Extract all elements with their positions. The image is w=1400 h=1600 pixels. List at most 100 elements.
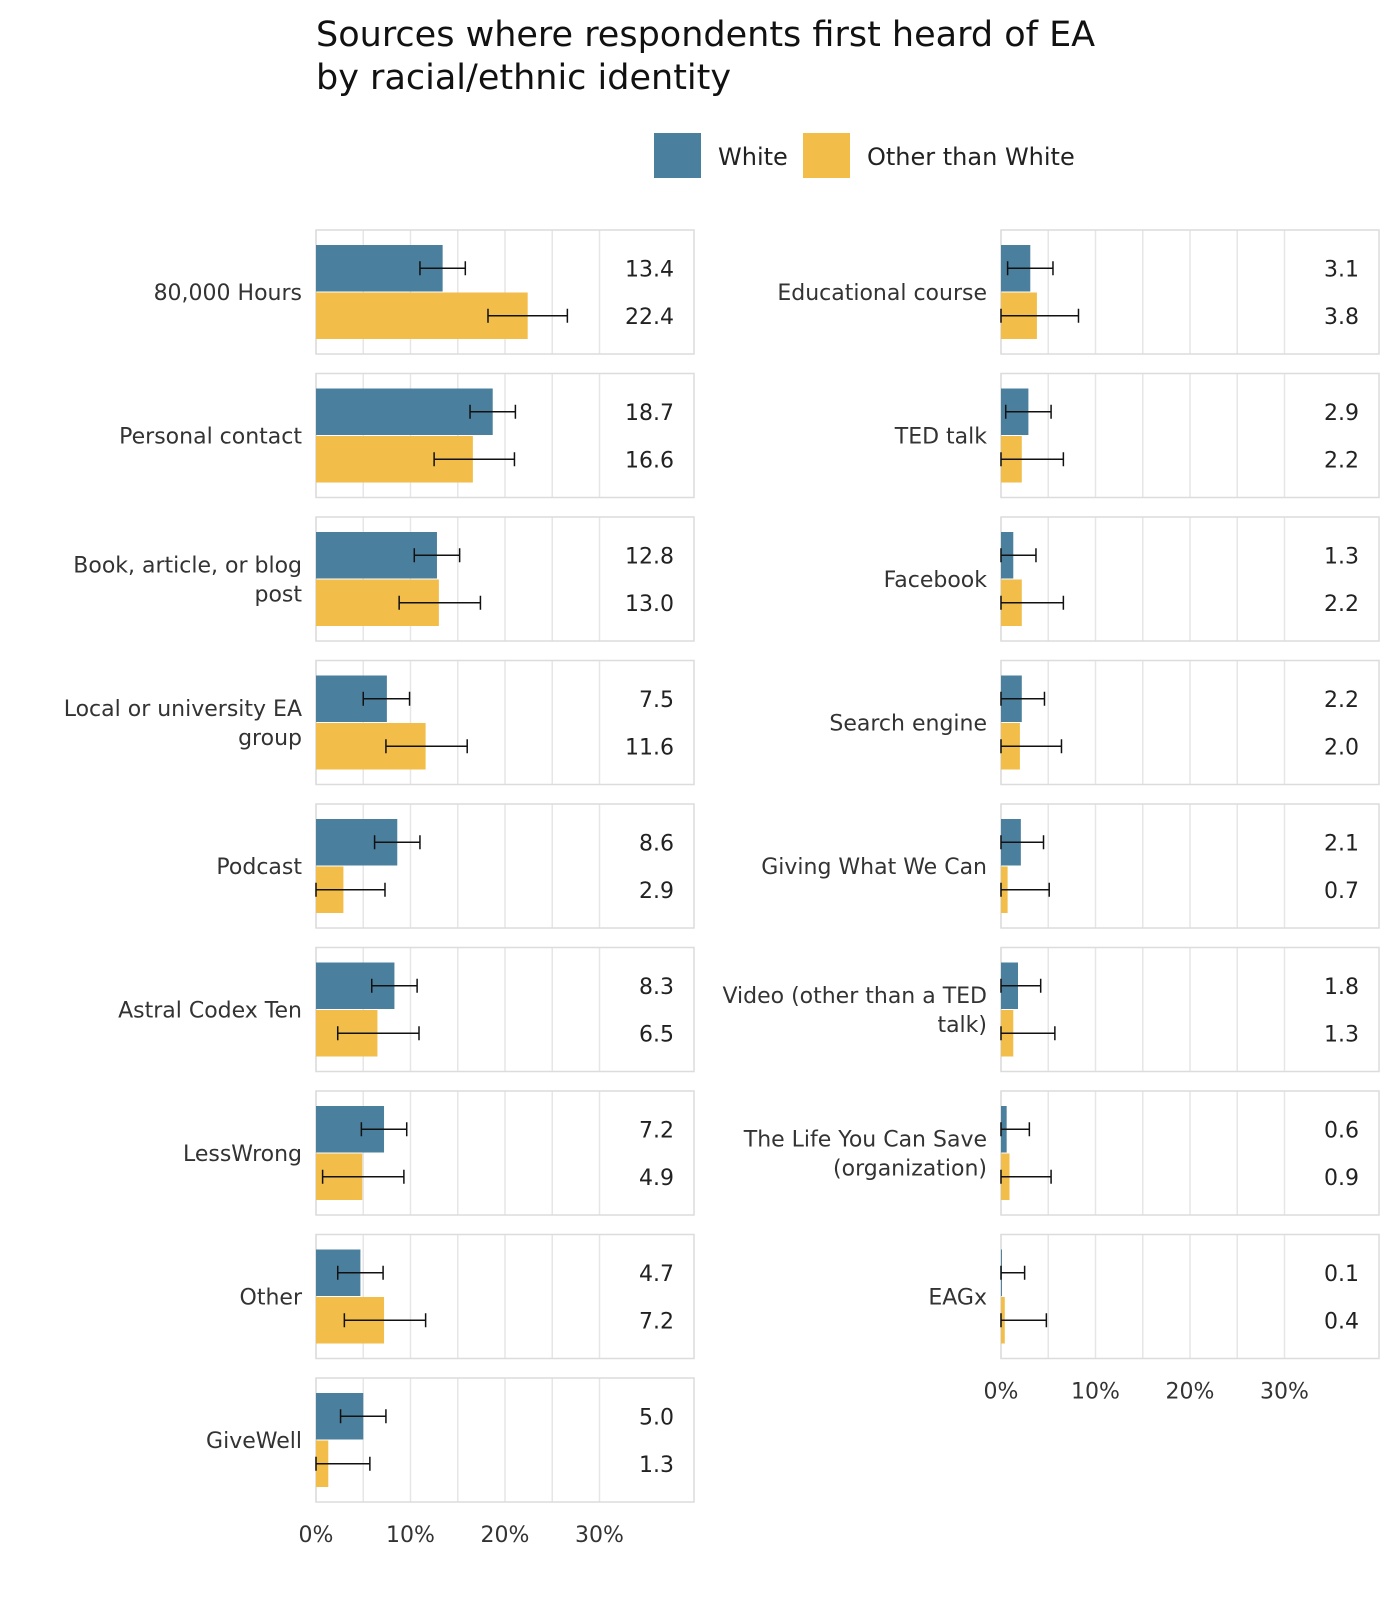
error-bar-white — [362, 691, 411, 706]
error-bar-white — [373, 835, 421, 850]
error-bar-other — [1000, 452, 1065, 467]
value-label-other: 1.3 — [1324, 1022, 1359, 1047]
panel: 0.1 0.4 EAGx — [928, 1233, 1380, 1360]
panel: 12.8 13.0 Book, article, or blog post — [73, 516, 695, 642]
value-label-white: 4.7 — [639, 1262, 674, 1287]
error-bar-white — [1000, 835, 1045, 850]
category-label: Search engine — [829, 712, 987, 737]
x-tick-label: 10% — [386, 1523, 435, 1548]
error-bar-white — [413, 548, 461, 563]
value-label-white: 7.5 — [639, 688, 674, 713]
error-bar-other — [343, 1313, 427, 1328]
error-bar-white — [1000, 691, 1046, 706]
value-label-white: 3.1 — [1324, 257, 1359, 282]
value-label-white: 0.6 — [1324, 1118, 1359, 1143]
error-bar-white — [469, 404, 517, 419]
panel-frame — [315, 372, 695, 499]
value-label-white: 1.3 — [1324, 544, 1359, 569]
panel: 4.7 7.2 Other — [240, 1233, 695, 1360]
error-bar-other — [487, 308, 569, 323]
value-label-white: 2.2 — [1324, 688, 1359, 713]
legend-swatch-other — [803, 133, 850, 178]
panel-frame — [315, 516, 695, 642]
error-bar-other — [1000, 1169, 1052, 1184]
value-label-white: 8.3 — [639, 975, 674, 1000]
panel-frame — [315, 1233, 695, 1360]
error-bar-white — [1000, 978, 1042, 993]
panel-frame — [315, 659, 695, 786]
error-bar-other — [336, 1026, 420, 1041]
panel-frame — [315, 1090, 695, 1216]
chart-title-line-1: Sources where respondents first heard of… — [316, 15, 1095, 55]
value-label-white: 18.7 — [625, 401, 674, 426]
value-label-other: 2.2 — [1324, 592, 1359, 617]
value-label-white: 2.1 — [1324, 831, 1359, 856]
value-label-other: 3.8 — [1324, 305, 1359, 330]
error-bar-other — [315, 1456, 371, 1471]
value-label-other: 16.6 — [625, 448, 674, 473]
legend-swatch-white — [654, 133, 701, 178]
category-label: Other — [240, 1286, 303, 1311]
error-bar-other — [1000, 1313, 1048, 1328]
error-bar-other — [315, 882, 386, 897]
value-label-other: 2.9 — [639, 879, 674, 904]
error-bar-other — [1000, 1026, 1056, 1041]
panel: 13.4 22.4 80,000 Hours — [154, 229, 695, 355]
category-label: Educational course — [777, 281, 987, 306]
panel-frame — [1000, 372, 1380, 499]
category-label: LessWrong — [183, 1142, 302, 1167]
value-label-other: 1.3 — [639, 1453, 674, 1478]
panel-frame — [315, 946, 695, 1073]
error-bar-white — [1006, 261, 1054, 276]
category-label: 80,000 Hours — [154, 281, 302, 306]
value-label-other: 2.0 — [1324, 735, 1359, 760]
panel-frame — [1000, 946, 1380, 1073]
error-bar-white — [1004, 404, 1052, 419]
value-label-other: 4.9 — [639, 1166, 674, 1191]
error-bar-other — [1000, 739, 1063, 754]
x-tick-label: 0% — [984, 1380, 1019, 1405]
value-label-white: 7.2 — [639, 1118, 674, 1143]
value-label-other: 0.4 — [1324, 1309, 1359, 1334]
value-label-other: 13.0 — [625, 592, 674, 617]
value-label-white: 2.9 — [1324, 401, 1359, 426]
panel-frame — [1000, 1090, 1380, 1216]
value-label-white: 13.4 — [625, 257, 674, 282]
panel: 7.2 4.9 LessWrong — [183, 1090, 695, 1216]
panel: 18.7 16.6 Personal contact — [119, 372, 695, 499]
x-tick-label: 20% — [1166, 1380, 1215, 1405]
category-label: The Life You Can Save (organization) — [743, 1128, 987, 1182]
panel: 2.2 2.0 Search engine — [829, 659, 1380, 786]
value-label-white: 0.1 — [1324, 1262, 1359, 1287]
legend-label-other: Other than White — [867, 143, 1075, 171]
error-bar-white — [1000, 1122, 1031, 1137]
category-label: Facebook — [884, 568, 988, 593]
error-bar-other — [398, 595, 482, 610]
panel: 5.0 1.3 GiveWell — [206, 1377, 695, 1503]
x-tick-label: 20% — [481, 1523, 530, 1548]
x-tick-label: 0% — [299, 1523, 334, 1548]
error-bar-white — [1000, 548, 1037, 563]
legend-label-white: White — [718, 143, 788, 171]
value-label-white: 12.8 — [625, 544, 674, 569]
value-label-other: 0.9 — [1324, 1166, 1359, 1191]
panel: 3.1 3.8 Educational course — [777, 229, 1380, 355]
value-label-other: 0.7 — [1324, 879, 1359, 904]
category-label: Personal contact — [119, 425, 302, 450]
chart-title-line-2: by racial/ethnic identity — [316, 58, 731, 98]
error-bar-other — [321, 1169, 405, 1184]
error-bar-white — [360, 1122, 408, 1137]
panel-frame — [315, 229, 695, 355]
error-bar-other — [433, 452, 516, 467]
error-bar-other — [385, 739, 468, 754]
error-bar-other — [1000, 595, 1065, 610]
panel: 8.3 6.5 Astral Codex Ten — [118, 946, 695, 1073]
category-label: Local or university EA group — [64, 697, 302, 751]
category-label: GiveWell — [206, 1429, 302, 1454]
category-label: Podcast — [216, 855, 302, 880]
value-label-white: 8.6 — [639, 831, 674, 856]
error-bar-white — [419, 261, 467, 276]
value-label-other: 22.4 — [625, 305, 674, 330]
panel-frame — [1000, 659, 1380, 786]
bar-white — [316, 388, 493, 435]
